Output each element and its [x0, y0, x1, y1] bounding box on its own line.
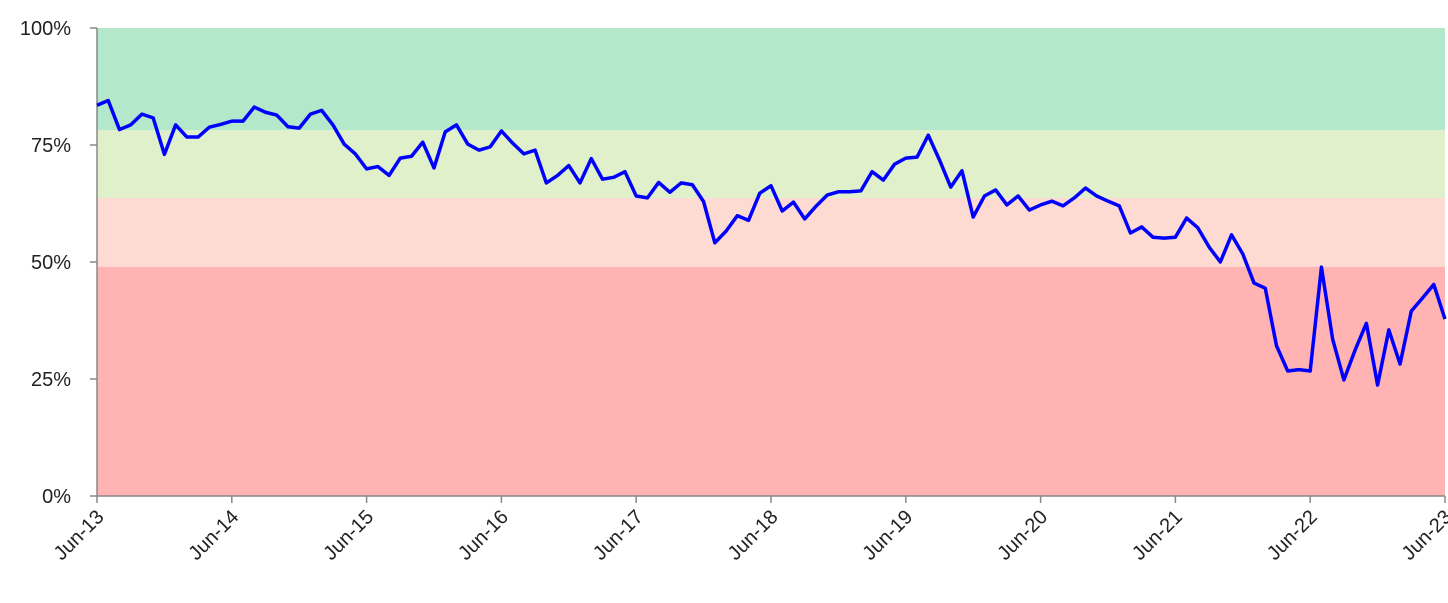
y-tick-label: 75%: [31, 135, 71, 157]
x-tick-label: Jun-22: [1263, 506, 1322, 565]
x-tick-label: Jun-23: [1398, 506, 1448, 565]
band: [97, 197, 1445, 267]
x-tick-label: Jun-16: [454, 506, 513, 565]
y-tick-label: 0%: [42, 486, 71, 508]
line: [96, 98, 1447, 387]
x-tick-label: Jun-14: [185, 506, 244, 565]
x-tick-label: Jun-15: [319, 506, 378, 565]
x-tick-label: Jun-17: [589, 506, 648, 565]
x-tick-label: Jun-13: [50, 506, 109, 565]
x-tick-label: Jun-21: [1128, 506, 1187, 565]
x-tick-label: Jun-19: [859, 506, 918, 565]
band: [97, 28, 1445, 131]
band: [97, 266, 1445, 496]
x-tick-label: Jun-20: [993, 506, 1052, 565]
y-tick-label: 50%: [31, 252, 71, 274]
y-tick-label: 25%: [31, 369, 71, 391]
x-tick-label: Jun-18: [724, 506, 783, 565]
y-tick-label: 100%: [20, 18, 71, 40]
